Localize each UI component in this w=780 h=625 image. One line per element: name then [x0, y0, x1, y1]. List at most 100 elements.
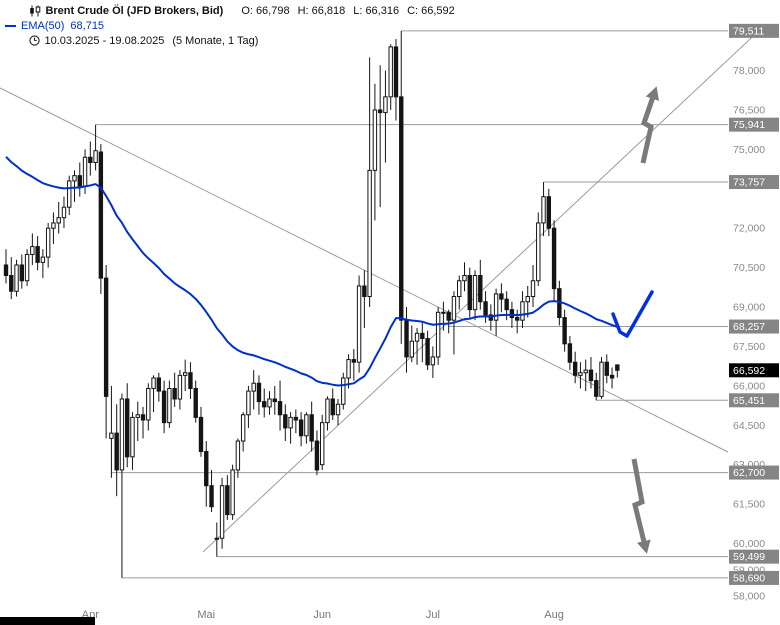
candle-body: [30, 246, 35, 255]
candle-body: [325, 398, 330, 424]
candle-body: [125, 398, 130, 458]
candle-body: [230, 469, 235, 516]
candle-body: [520, 301, 525, 321]
trendline: [0, 87, 729, 453]
y-axis-tick: 61,500: [733, 499, 765, 511]
candle-body: [399, 96, 404, 321]
current-price-badge-bg: [729, 363, 779, 378]
price-level-badge-bg: [729, 465, 779, 480]
y-axis-tick: 58,000: [733, 591, 765, 603]
candle-body: [388, 46, 393, 98]
y-axis-tick: 76,500: [733, 104, 765, 116]
candle-body: [615, 364, 620, 371]
instrument-row: Brent Crude Öl (JFD Brokers, Bid) O: 66,…: [5, 3, 455, 18]
candle-body: [198, 416, 204, 453]
candle-body: [420, 332, 425, 340]
candlestick-icon: [5, 5, 41, 17]
candle-body: [256, 382, 262, 403]
candle-body: [135, 414, 140, 418]
candle-body: [362, 285, 367, 298]
candle-body: [536, 222, 541, 282]
candle-body: [467, 274, 472, 311]
candle-body: [572, 361, 578, 376]
ema-value: 68,715: [70, 19, 105, 32]
open-value: 66,798: [255, 4, 290, 17]
candle-body: [499, 293, 504, 300]
price-level-badge-bg: [729, 393, 779, 408]
candle-body: [372, 109, 378, 171]
candle-body: [346, 359, 351, 379]
candle-body: [61, 206, 67, 219]
close-label: C:: [407, 4, 419, 17]
candle-body: [330, 398, 335, 416]
candle-body: [24, 253, 30, 282]
candle-body: [72, 175, 77, 182]
candle-body: [478, 274, 483, 303]
low-value: 66,316: [365, 4, 400, 17]
trendline: [202, 25, 765, 553]
candle-body: [562, 317, 567, 345]
candle-body: [225, 485, 230, 516]
candle-body: [35, 246, 40, 263]
candle-body: [88, 156, 93, 164]
price-level-badge-label: 79,511: [733, 25, 764, 37]
candle-body: [414, 332, 420, 342]
candle-body: [9, 274, 14, 292]
candle-body: [67, 180, 72, 208]
candle-body: [525, 296, 530, 303]
candle-body: [288, 416, 293, 429]
candle-body: [267, 398, 272, 408]
candle-body: [599, 361, 604, 397]
candle-body: [251, 382, 256, 392]
candle-body: [298, 419, 304, 437]
candle-body: [583, 369, 588, 374]
price-level-badge-label: 62,700: [733, 467, 765, 479]
high-value: 66,818: [311, 4, 346, 17]
ema-label: EMA(50): [21, 19, 65, 32]
candle-body: [578, 372, 583, 376]
candle-body: [45, 227, 51, 258]
price-level-badge-label: 73,757: [733, 177, 765, 189]
price-level-badge-bg: [729, 549, 779, 564]
chart-header: Brent Crude Öl (JFD Brokers, Bid) O: 66,…: [5, 3, 455, 48]
price-level-badge-label: 75,941: [733, 119, 765, 131]
candle-body: [567, 343, 573, 363]
current-price-badge-label: 66,592: [733, 365, 765, 377]
x-axis-month-label: Jun: [313, 609, 331, 621]
instrument-name: Brent Crude Öl (JFD Brokers, Bid): [45, 4, 224, 17]
candle-body: [430, 356, 436, 366]
candle-body: [272, 398, 277, 403]
candle-body: [235, 440, 241, 471]
candles: [3, 30, 620, 578]
period-info: (5 Monate, 1 Tag): [172, 34, 259, 47]
candle-body: [546, 196, 552, 229]
candle-body: [425, 338, 430, 366]
y-axis-tick: 70,500: [733, 262, 765, 274]
candle-body: [3, 264, 9, 276]
candle-body: [51, 222, 56, 229]
candle-body: [594, 380, 599, 397]
y-axis-tick: 64,500: [733, 420, 765, 432]
candle-body: [356, 285, 362, 363]
clock-icon: [5, 35, 41, 46]
down-arrow: [631, 458, 651, 554]
candle-body: [335, 403, 341, 416]
candle-body: [393, 46, 399, 98]
candle-body: [188, 372, 193, 389]
y-axis-tick: 66,000: [733, 380, 765, 392]
candle-body: [277, 401, 283, 416]
candle-body: [441, 311, 446, 314]
candle-body: [182, 372, 188, 376]
candle-body: [151, 377, 156, 389]
bottom-bar: [0, 617, 95, 625]
candle-body: [219, 485, 225, 539]
candle-body: [462, 274, 467, 282]
price-level-badge-bg: [729, 23, 779, 38]
candle-body: [551, 227, 557, 290]
candle-body: [40, 256, 46, 263]
candle-body: [446, 311, 451, 321]
candle-body: [93, 150, 98, 164]
candle-body: [404, 319, 409, 358]
candle-body: [262, 401, 267, 408]
